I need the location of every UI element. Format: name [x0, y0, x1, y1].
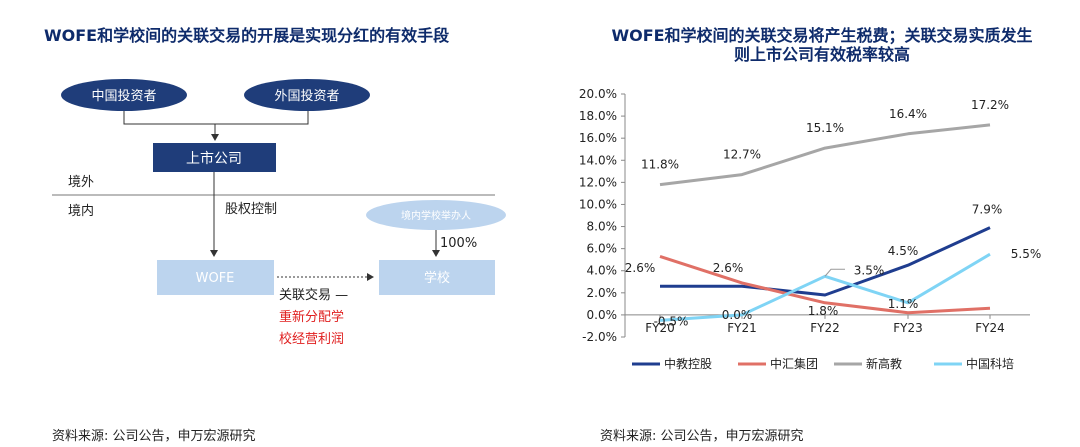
data-label: 1.1% [888, 297, 919, 311]
ownership-structure-diagram: 中国投资者 外国投资者 上市公司 境外 境内 股权控制 境内学校举办人 100%… [52, 79, 506, 347]
data-label: 2.6% [625, 261, 656, 275]
y-tick-label: 16.0% [579, 131, 617, 145]
y-tick-label: -2.0% [582, 330, 617, 344]
right-title-line1: WOFE和学校间的关联交易将产生税费；关联交易实质发生 [611, 26, 1033, 45]
x-tick-label: FY21 [727, 321, 757, 335]
wofe-label: WOFE [196, 271, 235, 286]
listed-company-label: 上市公司 [186, 150, 242, 167]
data-label-leader [824, 268, 845, 277]
school-sponsor-node [366, 200, 506, 230]
left-panel-title: WOFE和学校间的关联交易的开展是实现分红的有效手段 [44, 26, 450, 45]
related-transaction-label: 关联交易 — [279, 287, 348, 303]
domestic-label: 境内 [68, 203, 94, 219]
redistribute-label-line1: 重新分配学 [279, 309, 344, 325]
series-line-2 [659, 254, 991, 315]
investor-connector [123, 111, 309, 125]
investor-cn-node [61, 79, 187, 111]
data-label: 11.8% [641, 158, 679, 172]
data-label: 0.0% [722, 308, 753, 322]
data-label: 15.1% [806, 121, 844, 135]
redistribute-label-line2: 校经营利润 [279, 331, 344, 347]
school-sponsor-label: 境内学校举办人 [401, 209, 471, 222]
x-tick-label: FY24 [975, 321, 1005, 335]
data-label: 16.4% [889, 107, 927, 121]
x-tick-label: FY22 [810, 321, 840, 335]
data-label: 17.2% [971, 98, 1009, 112]
data-label: 5.5% [1011, 247, 1042, 261]
investor-cn-label: 中国投资者 [91, 88, 156, 104]
right-title-line2: 则上市公司有效税率较高 [733, 45, 910, 64]
wofe-node [157, 260, 274, 295]
series-line-1 [660, 226, 991, 297]
legend-label: 中汇集团 [770, 356, 818, 371]
data-label: 12.7% [723, 148, 761, 162]
y-tick-label: 0.0% [587, 308, 618, 322]
y-tick-label: 4.0% [587, 264, 618, 278]
y-tick-label: 14.0% [579, 153, 617, 167]
data-label: 1.8% [808, 304, 839, 318]
y-tick-label: 12.0% [579, 175, 617, 189]
data-label: 7.9% [972, 203, 1003, 217]
legend-label: 中国科培 [966, 356, 1014, 371]
y-tick-label: 2.0% [587, 286, 618, 300]
x-tick-label: FY20 [645, 321, 675, 335]
ownership-label: 100% [440, 236, 477, 251]
y-tick-label: 6.0% [587, 242, 618, 256]
right-source-note: 资料来源: 公司公告，申万宏源研究 [600, 429, 804, 444]
data-label: 2.6% [713, 261, 744, 275]
school-node [379, 260, 495, 295]
data-label: 4.5% [888, 244, 919, 258]
data-label: 3.5% [854, 263, 885, 277]
data-label: -0.5% [654, 314, 689, 328]
school-label: 学校 [424, 270, 450, 286]
investor-foreign-node [244, 79, 370, 111]
y-tick-label: 18.0% [579, 109, 617, 123]
y-tick-label: 8.0% [587, 220, 618, 234]
x-tick-label: FY23 [893, 321, 923, 335]
equity-control-label: 股权控制 [225, 201, 277, 217]
legend-label: 中教控股 [664, 356, 712, 371]
y-tick-label: 20.0% [579, 87, 617, 101]
tax-rate-line-chart: 20.0% 18.0% 16.0% 14.0% 12.0% 10.0% 8.0% 6.0% 4.… [579, 87, 1042, 371]
investor-foreign-label: 外国投资者 [274, 88, 339, 104]
series-line-3 [659, 123, 991, 187]
overseas-label: 境外 [68, 175, 94, 190]
left-source-note: 资料来源: 公司公告，申万宏源研究 [52, 429, 256, 444]
listed-company-node [153, 143, 276, 172]
y-tick-label: 10.0% [579, 197, 617, 211]
series-line-4 [659, 252, 991, 322]
legend-label: 新高教 [866, 356, 902, 371]
right-panel-title: WOFE和学校间的关联交易将产生税费；关联交易实质发生 则上市公司有效税率较高 [572, 26, 1072, 64]
